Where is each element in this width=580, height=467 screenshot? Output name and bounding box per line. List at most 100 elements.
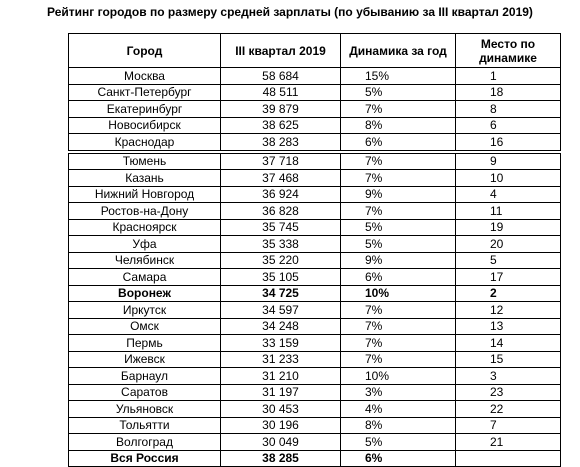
table-cell: Тюмень [68, 151, 221, 170]
table-cell: Красноярск [68, 218, 221, 236]
table-row: Волгоград 30 049 5% 21 [68, 433, 561, 451]
table-cell: 33 159 [220, 334, 341, 352]
table-row: Иркутск 34 597 7% 12 [68, 301, 561, 319]
table-row: Челябинск 35 220 9% 5 [68, 251, 561, 269]
table-cell: 19 [455, 218, 561, 236]
table-row: Ростов-на-Дону 36 828 7% 11 [68, 202, 561, 220]
table-cell: 10% [340, 367, 456, 385]
table-cell: 2 [455, 284, 561, 302]
table-cell [455, 449, 561, 467]
table-cell: 1 [455, 67, 561, 85]
table-cell: 4 [455, 185, 561, 203]
table-cell: 6% [340, 133, 456, 154]
table-row: Самара 35 105 6% 17 [68, 268, 561, 286]
table-cell: 38 283 [220, 133, 341, 154]
table-cell: Новосибирск [68, 116, 221, 134]
table-cell: 15 [455, 350, 561, 368]
table-cell: Нижний Новгород [68, 185, 221, 203]
table-cell: 34 248 [220, 317, 341, 335]
table-cell: 6% [340, 268, 456, 286]
table-cell: Саратов [68, 383, 221, 401]
table-cell: 4% [340, 400, 456, 418]
table-cell: 30 196 [220, 416, 341, 434]
table-cell: 8% [340, 116, 456, 134]
table-cell: 5% [340, 218, 456, 236]
table-cell: 13 [455, 317, 561, 335]
table-cell: 20 [455, 235, 561, 253]
table-row: Екатеринбург 39 879 7% 8 [68, 100, 561, 118]
table-cell: 37 718 [220, 151, 341, 170]
column-header: Город [68, 33, 221, 68]
table-cell: Ростов-на-Дону [68, 202, 221, 220]
table-cell: Ижевск [68, 350, 221, 368]
table-row: Краснодар 38 283 6% 16 [68, 133, 561, 154]
column-header: Динамика за год [340, 33, 456, 68]
table-cell: 58 684 [220, 67, 341, 85]
table-cell: 6% [340, 449, 456, 467]
table-cell: 7 [455, 416, 561, 434]
table-row: Красноярск 35 745 5% 19 [68, 218, 561, 236]
table-cell: 7% [340, 301, 456, 319]
table-cell: Вся Россия [68, 449, 221, 467]
table-cell: 15% [340, 67, 456, 85]
table-cell: 7% [340, 169, 456, 187]
table-cell: Москва [68, 67, 221, 85]
table-cell: 35 220 [220, 251, 341, 269]
table-body: Москва 58 684 15% 1 Санкт-Петербург 48 511 5% 1… [68, 67, 561, 467]
table-cell: 7% [340, 317, 456, 335]
table-cell: 7% [340, 151, 456, 170]
table-cell: 18 [455, 83, 561, 101]
table-cell: 9 [455, 151, 561, 170]
table-row: Новосибирск 38 625 8% 6 [68, 116, 561, 134]
table-cell: Ульяновск [68, 400, 221, 418]
table-cell: 48 511 [220, 83, 341, 101]
table-cell: 23 [455, 383, 561, 401]
table-cell: 31 197 [220, 383, 341, 401]
table-row: Воронеж 34 725 10% 2 [68, 284, 561, 302]
table-cell: 7% [340, 334, 456, 352]
table-row: Вся Россия 38 285 6% [68, 449, 561, 467]
table-cell: Иркутск [68, 301, 221, 319]
table-cell: 34 725 [220, 284, 341, 302]
table-cell: 5% [340, 433, 456, 451]
table-cell: 8 [455, 100, 561, 118]
table-cell: 39 879 [220, 100, 341, 118]
table-cell: 7% [340, 350, 456, 368]
table-cell: 3 [455, 367, 561, 385]
table-cell: 5 [455, 251, 561, 269]
table-row: Ульяновск 30 453 4% 22 [68, 400, 561, 418]
table-cell: Уфа [68, 235, 221, 253]
table-cell: 17 [455, 268, 561, 286]
table-cell: 12 [455, 301, 561, 319]
table-row: Москва 58 684 15% 1 [68, 67, 561, 85]
table-cell: 9% [340, 185, 456, 203]
table-cell: 36 828 [220, 202, 341, 220]
table-cell: 34 597 [220, 301, 341, 319]
table-row: Казань 37 468 7% 10 [68, 169, 561, 187]
table-cell: 38 625 [220, 116, 341, 134]
table-cell: 35 745 [220, 218, 341, 236]
table-row: Барнаул 31 210 10% 3 [68, 367, 561, 385]
table-cell: 30 049 [220, 433, 341, 451]
table-row: Тюмень 37 718 7% 9 [68, 151, 561, 170]
table-row: Нижний Новгород 36 924 9% 4 [68, 185, 561, 203]
table-cell: Пермь [68, 334, 221, 352]
table-cell: 5% [340, 83, 456, 101]
table-cell: Казань [68, 169, 221, 187]
table-cell: 9% [340, 251, 456, 269]
table-cell: 30 453 [220, 400, 341, 418]
table-cell: Воронеж [68, 284, 221, 302]
table-cell: Барнаул [68, 367, 221, 385]
table-cell: 10 [455, 169, 561, 187]
table-row: Тольятти 30 196 8% 7 [68, 416, 561, 434]
header-row: Город III квартал 2019 Динамика за год Мест… [68, 33, 561, 68]
table-cell: Волгоград [68, 433, 221, 451]
table-cell: 31 210 [220, 367, 341, 385]
table-row: Пермь 33 159 7% 14 [68, 334, 561, 352]
table-row: Саратов 31 197 3% 23 [68, 383, 561, 401]
table-cell: 31 233 [220, 350, 341, 368]
table-cell: 21 [455, 433, 561, 451]
table-cell: 16 [455, 133, 561, 154]
table-cell: Екатеринбург [68, 100, 221, 118]
